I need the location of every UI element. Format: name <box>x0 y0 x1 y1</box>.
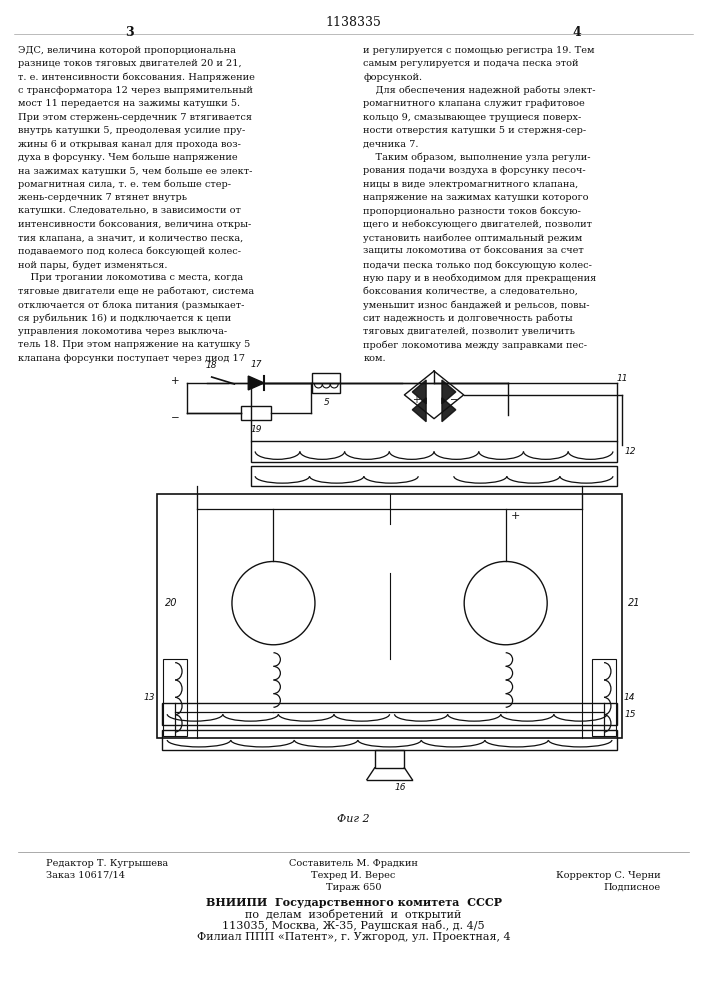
Text: 19: 19 <box>250 425 262 434</box>
Text: мост 11 передается на зажимы катушки 5.: мост 11 передается на зажимы катушки 5. <box>18 99 240 108</box>
Text: +: + <box>510 511 520 521</box>
Bar <box>163 730 617 750</box>
Text: на зажимах катушки 5, чем больше ее элект-: на зажимах катушки 5, чем больше ее элек… <box>18 166 252 176</box>
Text: уменьшит износ бандажей и рельсов, повы-: уменьшит износ бандажей и рельсов, повы- <box>363 300 590 310</box>
Text: кольцо 9, смазывающее трущиеся поверх-: кольцо 9, смазывающее трущиеся поверх- <box>363 113 582 122</box>
Text: 20: 20 <box>165 598 177 608</box>
Text: ную пару и в необходимом для прекращения: ную пару и в необходимом для прекращения <box>363 273 597 283</box>
Polygon shape <box>248 376 264 390</box>
Text: Филиал ППП «Патент», г. Ужгород, ул. Проектная, 4: Филиал ППП «Патент», г. Ужгород, ул. Про… <box>197 932 510 942</box>
Text: 3: 3 <box>126 26 134 39</box>
Bar <box>251 466 617 486</box>
Text: сит надежность и долговечность работы: сит надежность и долговечность работы <box>363 314 573 323</box>
Text: 13: 13 <box>144 693 156 702</box>
Text: Редактор Т. Кугрышева: Редактор Т. Кугрышева <box>46 859 168 868</box>
Text: катушки. Следовательно, в зависимости от: катушки. Следовательно, в зависимости от <box>18 206 241 215</box>
Text: т. е. интенсивности боксования. Напряжение: т. е. интенсивности боксования. Напряжен… <box>18 73 255 82</box>
Bar <box>251 440 617 462</box>
Text: Для обеспечения надежной работы элект-: Для обеспечения надежной работы элект- <box>363 86 596 95</box>
Text: ВНИИПИ  Государственного комитета  СССР: ВНИИПИ Государственного комитета СССР <box>206 897 501 908</box>
Text: боксования количестве, а следовательно,: боксования количестве, а следовательно, <box>363 287 578 296</box>
Bar <box>592 659 616 736</box>
Text: При этом стержень-сердечник 7 втягивается: При этом стержень-сердечник 7 втягиваетс… <box>18 113 252 122</box>
Text: рования подачи воздуха в форсунку песоч-: рования подачи воздуха в форсунку песоч- <box>363 166 586 175</box>
Text: −: − <box>450 395 458 405</box>
Text: ности отверстия катушки 5 и стержня-сер-: ности отверстия катушки 5 и стержня-сер- <box>363 126 587 135</box>
Bar <box>158 494 621 738</box>
Text: тия клапана, а значит, и количество песка,: тия клапана, а значит, и количество песк… <box>18 233 243 242</box>
Text: установить наиболее оптимальный режим: установить наиболее оптимальный режим <box>363 233 583 243</box>
Text: с трансформатора 12 через выпрямительный: с трансформатора 12 через выпрямительный <box>18 86 253 95</box>
Text: 14: 14 <box>624 693 636 702</box>
Text: духа в форсунку. Чем больше напряжение: духа в форсунку. Чем больше напряжение <box>18 153 238 162</box>
Text: внутрь катушки 5, преодолевая усилие пру-: внутрь катушки 5, преодолевая усилие пру… <box>18 126 245 135</box>
Text: 21: 21 <box>628 598 641 608</box>
Text: напряжение на зажимах катушки которого: напряжение на зажимах катушки которого <box>363 193 589 202</box>
Text: дечника 7.: дечника 7. <box>363 140 419 149</box>
Text: ЭДС, величина которой пропорциональна: ЭДС, величина которой пропорциональна <box>18 46 236 55</box>
Polygon shape <box>442 398 456 422</box>
Text: Техред И. Верес: Техред И. Верес <box>311 871 396 880</box>
Bar <box>163 659 187 736</box>
Text: 5: 5 <box>323 398 329 407</box>
Text: Составитель М. Фрадкин: Составитель М. Фрадкин <box>289 859 418 868</box>
Text: +: + <box>171 376 180 386</box>
Text: подаваемого под колеса боксующей колес-: подаваемого под колеса боксующей колес- <box>18 247 241 256</box>
Bar <box>312 373 340 393</box>
Text: ромагнитная сила, т. е. тем больше стер-: ромагнитная сила, т. е. тем больше стер- <box>18 180 231 189</box>
Text: 11: 11 <box>617 374 629 383</box>
Text: самым регулируется и подача песка этой: самым регулируется и подача песка этой <box>363 59 579 68</box>
Text: Подписное: Подписное <box>604 883 661 892</box>
Text: При трогании локомотива с места, когда: При трогании локомотива с места, когда <box>18 273 243 282</box>
Text: управления локомотива через выключа-: управления локомотива через выключа- <box>18 327 227 336</box>
Text: пропорционально разности токов боксую-: пропорционально разности токов боксую- <box>363 206 581 216</box>
Text: по  делам  изобретений  и  открытий: по делам изобретений и открытий <box>245 909 462 920</box>
Text: Корректор С. Черни: Корректор С. Черни <box>556 871 661 880</box>
Text: жины 6 и открывая канал для прохода воз-: жины 6 и открывая канал для прохода воз- <box>18 140 241 149</box>
Text: ся рубильник 16) и подключается к цепи: ся рубильник 16) и подключается к цепи <box>18 314 231 323</box>
Text: ной пары, будет изменяться.: ной пары, будет изменяться. <box>18 260 168 270</box>
Text: 15: 15 <box>625 710 636 719</box>
Text: +: + <box>412 395 420 405</box>
Text: тель 18. При этом напряжение на катушку 5: тель 18. При этом напряжение на катушку … <box>18 340 250 349</box>
Text: щего и небоксующего двигателей, позволит: щего и небоксующего двигателей, позволит <box>363 220 592 229</box>
Text: Заказ 10617/14: Заказ 10617/14 <box>46 871 125 880</box>
Text: форсункой.: форсункой. <box>363 73 423 82</box>
Text: 113035, Москва, Ж-35, Раушская наб., д. 4/5: 113035, Москва, Ж-35, Раушская наб., д. … <box>222 920 485 931</box>
Text: отключается от блока питания (размыкает-: отключается от блока питания (размыкает- <box>18 300 245 310</box>
Text: тяговые двигатели еще не работают, система: тяговые двигатели еще не работают, систе… <box>18 287 254 296</box>
Text: защиты локомотива от боксования за счет: защиты локомотива от боксования за счет <box>363 247 584 256</box>
Text: 18: 18 <box>206 361 218 370</box>
Text: ком.: ком. <box>363 354 386 363</box>
Text: ницы в виде электромагнитного клапана,: ницы в виде электромагнитного клапана, <box>363 180 578 189</box>
Text: тяговых двигателей, позволит увеличить: тяговых двигателей, позволит увеличить <box>363 327 575 336</box>
Polygon shape <box>412 398 426 422</box>
Bar <box>375 750 404 768</box>
Polygon shape <box>442 380 456 404</box>
Text: Тираж 650: Тираж 650 <box>326 883 381 892</box>
Text: 17: 17 <box>250 360 262 369</box>
Text: интенсивности боксования, величина откры-: интенсивности боксования, величина откры… <box>18 220 251 229</box>
Bar <box>163 703 617 725</box>
Text: и регулируется с помощью регистра 19. Тем: и регулируется с помощью регистра 19. Те… <box>363 46 595 55</box>
Text: клапана форсунки поступает через диод 17: клапана форсунки поступает через диод 17 <box>18 354 245 363</box>
Text: 1138335: 1138335 <box>325 16 382 29</box>
Text: ромагнитного клапана служит графитовое: ромагнитного клапана служит графитовое <box>363 99 585 108</box>
Text: 4: 4 <box>573 26 581 39</box>
Text: 12: 12 <box>625 447 636 456</box>
Text: подачи песка только под боксующую колес-: подачи песка только под боксующую колес- <box>363 260 592 270</box>
Text: −: − <box>171 413 180 423</box>
Bar <box>241 406 271 420</box>
Text: Таким образом, выполнение узла регули-: Таким образом, выполнение узла регули- <box>363 153 591 162</box>
Text: 16: 16 <box>395 783 406 792</box>
Text: пробег локомотива между заправками пес-: пробег локомотива между заправками пес- <box>363 340 588 350</box>
Text: Фиг 2: Фиг 2 <box>337 814 370 824</box>
Polygon shape <box>412 380 426 404</box>
Text: жень-сердечник 7 втянет внутрь: жень-сердечник 7 втянет внутрь <box>18 193 187 202</box>
Text: разнице токов тяговых двигателей 20 и 21,: разнице токов тяговых двигателей 20 и 21… <box>18 59 242 68</box>
